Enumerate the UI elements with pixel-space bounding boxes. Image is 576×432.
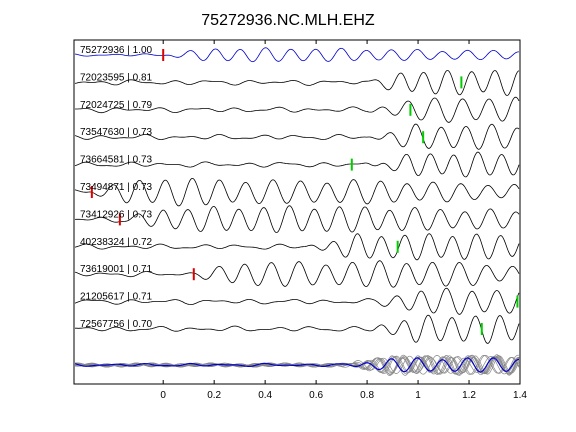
trace-line (74, 70, 520, 96)
trace-line (75, 96, 520, 123)
trace-label: 21205617 | 0.71 (80, 292, 153, 303)
trace-label: 73664581 | 0.73 (80, 155, 153, 166)
x-tick-label: 0.8 (360, 390, 374, 401)
plot-frame (73, 39, 521, 385)
stack-trace-line (75, 355, 520, 376)
x-tick-label: 0.4 (258, 390, 272, 401)
trace-label: 40238324 | 0.72 (80, 237, 153, 248)
trace-line (74, 233, 520, 261)
trace-line (74, 177, 520, 207)
trace-line (75, 314, 520, 344)
x-tick-label: 1.2 (462, 390, 476, 401)
trace-label: 73547630 | 0.73 (80, 127, 153, 138)
trace-label: 72023595 | 0.81 (80, 72, 153, 83)
trace-label: 72024725 | 0.79 (80, 100, 153, 111)
traces-layer (74, 47, 520, 344)
chart-title: 75272936.NC.MLH.EHZ (201, 12, 375, 29)
x-tick-label: 1.4 (513, 390, 527, 401)
trace-label: 73494871 | 0.73 (80, 182, 153, 193)
trace-line (74, 123, 520, 150)
trace-line (74, 205, 520, 233)
trace-label: 73412926 | 0.73 (80, 209, 153, 220)
picks-layer (90, 49, 519, 335)
trace-label: 75272936 | 1.00 (80, 45, 153, 56)
x-tick-label: 1 (415, 390, 421, 401)
stack-trace-line (74, 355, 520, 376)
trace-line (74, 260, 520, 288)
x-tick-label: 0 (160, 390, 166, 401)
x-axis-ticks: 0 0.2 0.4 0.6 0.8 1 1.2 1.4 (160, 40, 527, 401)
labels-layer: 75272936 | 1.00 72023595 | 0.81 72024725 |… (80, 45, 153, 330)
stack-layer (74, 354, 520, 376)
trace-line (74, 47, 519, 63)
x-tick-label: 0.6 (309, 390, 323, 401)
stack-trace-line (74, 354, 520, 376)
trace-line (74, 287, 520, 315)
trace-label: 72567756 | 0.70 (80, 319, 153, 330)
trace-label: 73619001 | 0.71 (80, 264, 153, 275)
trace-line (74, 151, 520, 178)
stack-reference-line (74, 357, 519, 373)
x-tick-label: 0.2 (207, 390, 221, 401)
